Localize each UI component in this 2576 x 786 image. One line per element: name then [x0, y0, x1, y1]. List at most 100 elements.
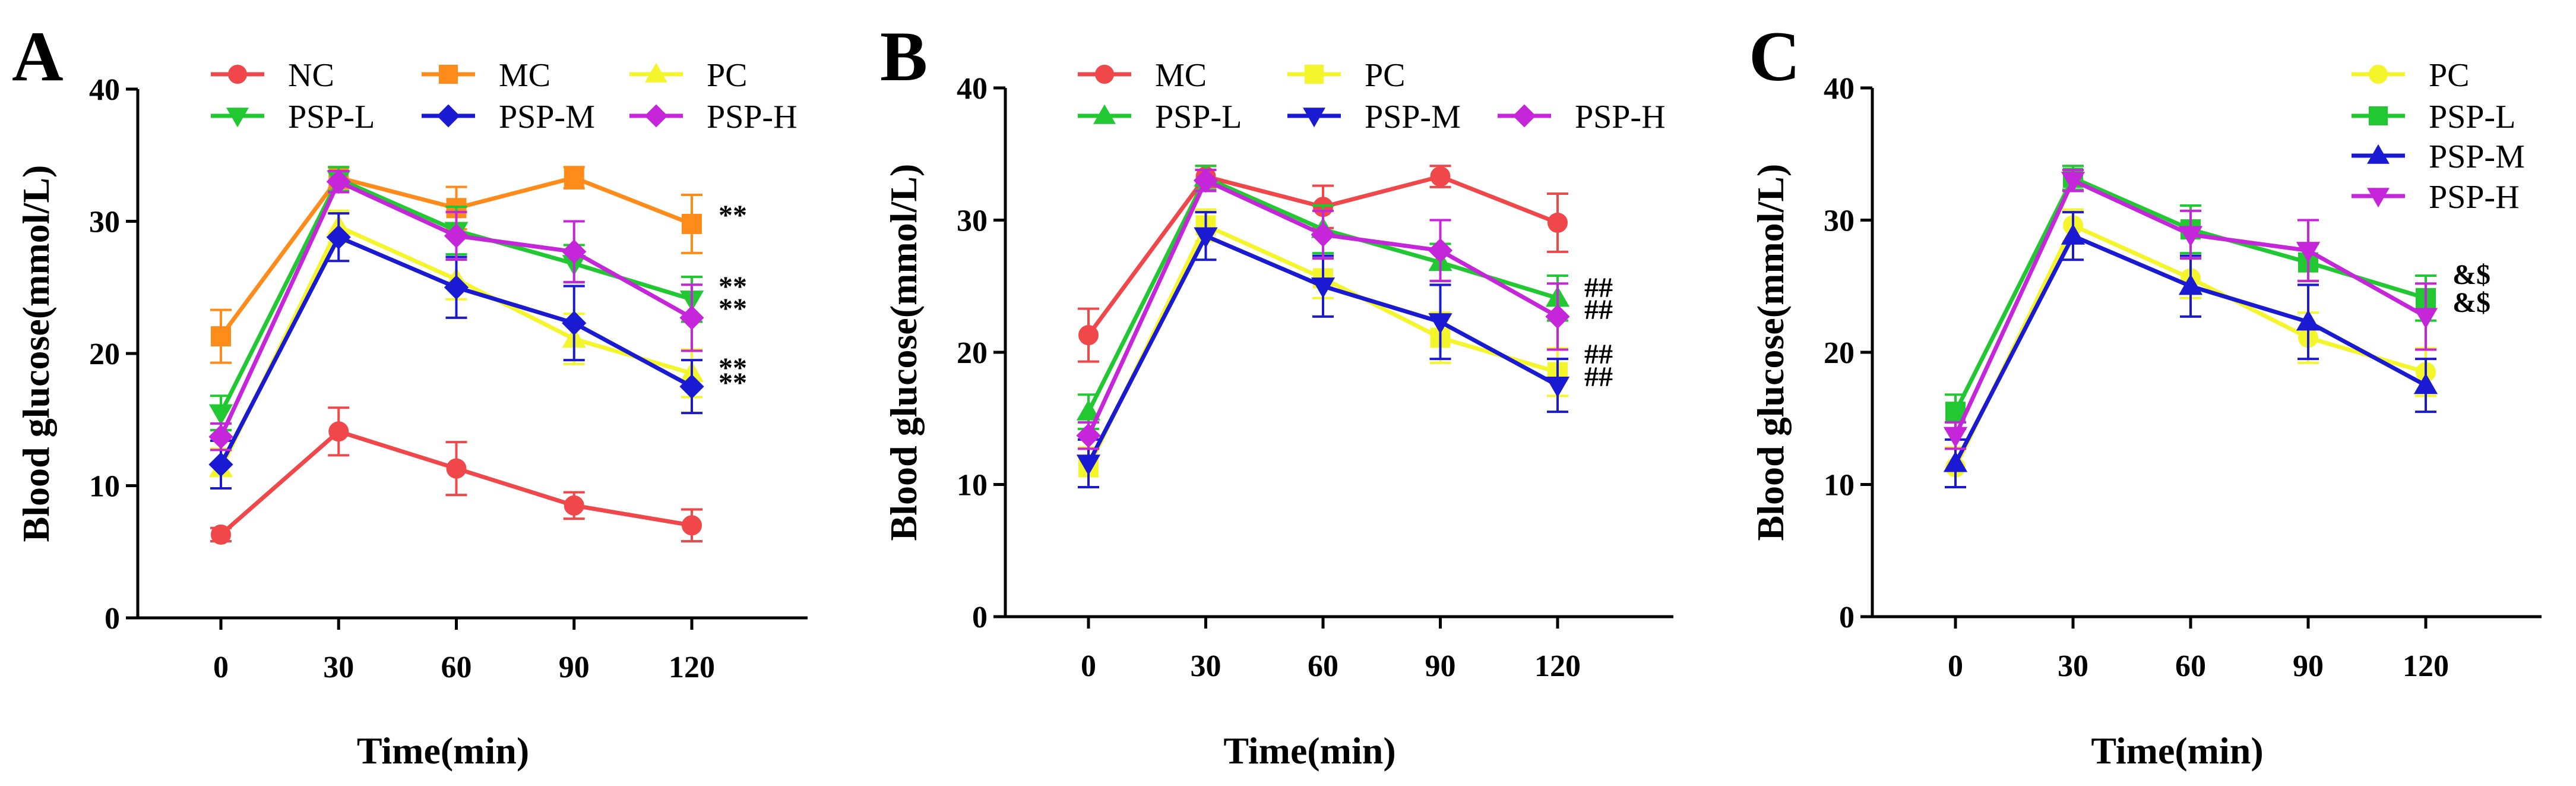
legend-label: PSP-H: [2429, 179, 2520, 216]
data-point: [562, 311, 587, 336]
x-tick-label: 30: [2058, 649, 2088, 683]
x-tick-label: 60: [1308, 649, 1338, 683]
legend-item-psp-l: PSP-L: [1078, 99, 1242, 135]
x-tick-label: 90: [2293, 649, 2324, 683]
legend-marker: [2369, 106, 2388, 125]
legend-item-psp-m: PSP-M: [2352, 138, 2525, 175]
legend-label: PSP-M: [2429, 138, 2525, 175]
legend-label: NC: [288, 57, 334, 94]
data-point: [1311, 277, 1336, 299]
data-point: [446, 458, 467, 479]
panel-letter: C: [1749, 17, 1800, 96]
data-point: [682, 515, 702, 536]
data-point: [2061, 223, 2086, 245]
data-point: [444, 223, 469, 248]
legend-item-pc: PC: [1287, 57, 1406, 94]
series-psp-h: [1076, 168, 1570, 450]
y-tick-label: 40: [89, 73, 120, 107]
data-point: [679, 374, 704, 399]
series-psp-m: [1943, 211, 2438, 488]
y-tick-label: 10: [1824, 469, 1855, 503]
y-tick-label: 20: [89, 337, 120, 371]
data-point: [1943, 451, 1968, 472]
x-tick-label: 120: [1534, 649, 1581, 683]
y-tick-label: 40: [1824, 72, 1855, 106]
data-point: [2413, 308, 2438, 329]
data-point: [2061, 172, 2086, 193]
data-point: [211, 326, 231, 347]
y-tick-label: 10: [89, 470, 120, 504]
data-point: [564, 495, 584, 516]
panel-b: B 0 10 20 30 40 0 30 60 90 120 Time(min) Blood gluco…: [880, 17, 1673, 772]
legend-marker: [226, 108, 249, 128]
legend-item-nc: NC: [211, 57, 334, 94]
legend-label: PC: [707, 57, 748, 94]
data-point: [682, 213, 702, 234]
y-tick-label: 0: [1839, 601, 1855, 635]
data-point: [1078, 325, 1099, 346]
x-tick-label: 90: [1425, 649, 1456, 683]
data-point: [2178, 274, 2203, 295]
y-axis-title: Blood glucose(mmol/L): [15, 165, 57, 542]
data-point: [1193, 168, 1219, 193]
data-point: [1428, 313, 1452, 334]
legend-item-pc: PC: [2352, 57, 2470, 94]
y-tick-label: 30: [957, 204, 988, 238]
data-point: [1943, 427, 1968, 448]
x-tick-label: 60: [441, 651, 472, 684]
legend-marker: [228, 65, 247, 84]
significance-mark: &$: [2452, 287, 2490, 318]
panel-c: C 0 10 20 30 40 0 30 60 90 120 Time(min) Blood gluco…: [1749, 17, 2542, 772]
significance-mark: ##: [1584, 361, 1613, 393]
legend-label: PSP-M: [499, 99, 595, 135]
x-tick-label: 30: [323, 651, 354, 684]
legend-label: PSP-L: [1155, 99, 1242, 135]
x-tick-label: 120: [2403, 649, 2449, 683]
legend-marker: [1512, 104, 1536, 128]
x-axis-title: Time(min): [2091, 730, 2263, 772]
legend-item-psp-l: PSP-L: [211, 99, 375, 135]
x-tick-label: 0: [1948, 649, 1963, 683]
x-tick-label: 120: [669, 651, 715, 684]
x-tick-label: 30: [1191, 649, 1221, 683]
x-tick-label: 90: [559, 651, 590, 684]
legend-marker: [1095, 65, 1114, 84]
legend-marker: [436, 104, 460, 128]
legend-item-psp-m: PSP-M: [422, 99, 595, 135]
significance-mark: ##: [1584, 294, 1613, 326]
legend-label: PSP-M: [1365, 99, 1461, 135]
legend-label: PSP-L: [288, 99, 375, 135]
data-point: [679, 305, 704, 330]
significance-mark: ##: [1584, 339, 1613, 370]
legend-label: MC: [499, 57, 550, 94]
data-point: [208, 452, 233, 477]
legend-label: PSP-H: [1575, 99, 1666, 135]
data-point: [1076, 399, 1101, 421]
data-point: [1545, 304, 1570, 329]
legend-item-psp-l: PSP-L: [2352, 99, 2515, 135]
legend-item-psp-h: PSP-H: [629, 99, 798, 135]
y-axis-title: Blood glucose(mmol/L): [882, 164, 925, 541]
panel-letter: B: [880, 17, 928, 96]
legend-item-psp-h: PSP-H: [1498, 99, 1666, 135]
series-psp-h: [1943, 168, 2438, 450]
significance-mark: ##: [1584, 272, 1613, 304]
legend-label: MC: [1155, 57, 1207, 94]
data-point: [328, 421, 349, 442]
x-tick-label: 0: [213, 651, 229, 684]
significance-mark: &$: [2452, 259, 2490, 291]
legend-label: PC: [1365, 57, 1406, 94]
x-axis-title: Time(min): [1223, 730, 1395, 772]
y-tick-label: 10: [957, 469, 988, 503]
data-point: [2178, 226, 2203, 247]
legend-item-mc: MC: [422, 57, 550, 94]
series-nc: [210, 406, 702, 545]
y-tick-label: 30: [1824, 204, 1855, 238]
legend-marker: [2367, 144, 2390, 164]
legend-item-pc: PC: [629, 57, 748, 94]
data-point: [326, 169, 351, 194]
legend-label: PSP-L: [2429, 99, 2515, 135]
legend-item-mc: MC: [1078, 57, 1207, 94]
data-point: [208, 404, 233, 425]
